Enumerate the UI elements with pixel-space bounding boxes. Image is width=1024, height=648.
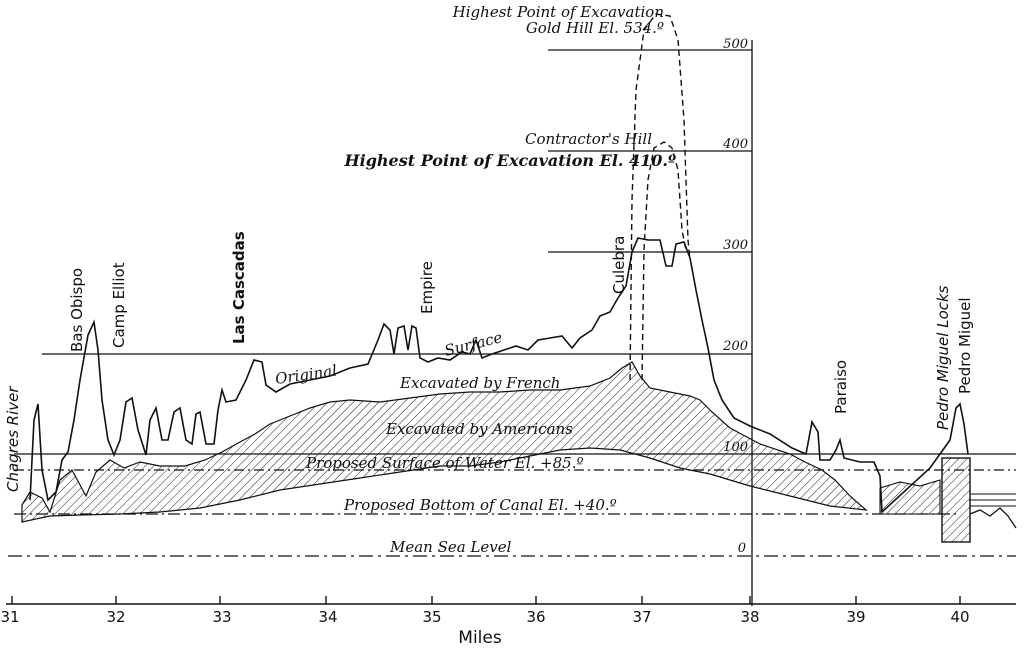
- elev-label-300: 300: [723, 238, 748, 253]
- mile-tick-35: 35: [422, 608, 441, 626]
- mean-sea-level-label: Mean Sea Level: [389, 538, 512, 556]
- mile-tick-32: 32: [106, 608, 125, 626]
- gold-hill-label-line1: Highest Point of Excavation: [452, 3, 664, 21]
- annotations: Highest Point of Excavation Gold Hill El…: [274, 3, 676, 556]
- elev-label-100: 100: [723, 440, 748, 455]
- mileage-tick-labels: 31 32 33 34 35 36 37 38 39 40 Miles: [0, 608, 969, 648]
- contractors-hill-label-line1: Contractor's Hill: [525, 130, 652, 148]
- original-surface-profile: [29, 237, 969, 514]
- place-labels: Chagres River Bas Obispo Camp Elliot Las…: [4, 231, 974, 492]
- mile-tick-37: 37: [632, 608, 651, 626]
- empire-label: Empire: [418, 261, 436, 314]
- elevation-gridlines: [8, 40, 1016, 606]
- excavated-by-americans-label: Excavated by Americans: [385, 420, 573, 438]
- paraiso-excavation-area: [879, 479, 941, 515]
- elev-label-200: 200: [722, 339, 748, 354]
- x-axis-title: Miles: [458, 628, 502, 648]
- original-label: Original: [274, 361, 338, 387]
- lock-detail-lines: [970, 493, 1016, 507]
- contractors-hill-label-line2: Highest Point of Excavation El. 410.º: [344, 151, 676, 170]
- mile-tick-40: 40: [950, 608, 969, 626]
- mile-tick-33: 33: [212, 608, 231, 626]
- mile-tick-38: 38: [740, 608, 759, 626]
- mile-tick-39: 39: [846, 608, 865, 626]
- proposed-water-surface-label: Proposed Surface of Water El. +85.º: [305, 454, 584, 472]
- gold-hill-label-line2: Gold Hill El. 534.º: [526, 19, 664, 37]
- pedro-miguel-locks-label: Pedro Miguel Locks: [934, 285, 952, 430]
- mileage-axis: [6, 596, 1016, 605]
- elev-label-0: 0: [738, 541, 746, 556]
- mile-tick-31: 31: [0, 608, 19, 626]
- culebra-label: Culebra: [610, 236, 628, 294]
- pedro-miguel-label: Pedro Miguel: [956, 297, 974, 394]
- excavated-by-americans-area: [21, 361, 868, 523]
- gold-hill-dashed-outline: [629, 13, 691, 381]
- contractors-hill-dashed-outline: [641, 141, 687, 381]
- mile-tick-36: 36: [526, 608, 545, 626]
- bas-obispo-label: Bas Obispo: [68, 268, 86, 352]
- surface-label: Surface: [443, 328, 505, 360]
- pedro-miguel-lock-block: [941, 457, 971, 543]
- paraiso-label: Paraiso: [832, 360, 850, 414]
- las-cascadas-label: Las Cascadas: [230, 231, 248, 344]
- camp-elliot-label: Camp Elliot: [110, 262, 128, 348]
- elev-label-500: 500: [723, 37, 748, 52]
- elev-label-400: 400: [722, 137, 748, 152]
- right-ground-profile: [969, 507, 1017, 529]
- excavated-by-french-label: Excavated by French: [399, 374, 560, 392]
- mile-tick-34: 34: [318, 608, 337, 626]
- elevation-scale-labels: 500 400 300 200 100 0: [722, 37, 748, 556]
- proposed-canal-bottom-label: Proposed Bottom of Canal El. +40.º: [343, 496, 617, 514]
- chagres-river-label: Chagres River: [4, 386, 22, 492]
